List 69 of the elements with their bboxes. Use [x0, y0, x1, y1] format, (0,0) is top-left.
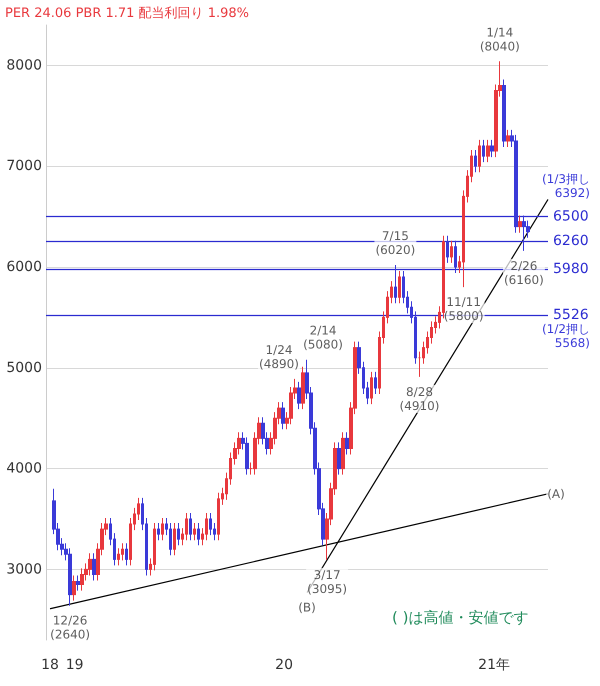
candlestick — [486, 139, 490, 163]
candlestick — [125, 542, 128, 566]
candlestick — [281, 402, 285, 430]
candlestick — [197, 522, 200, 546]
annotation: ( )は高値・安値です — [392, 608, 528, 626]
y-tick-label: 5000 — [6, 360, 42, 376]
annotation: 2/14 (5080) — [303, 324, 343, 352]
annotation: (A) — [547, 486, 565, 501]
candlestick — [189, 512, 192, 541]
candlestick — [502, 78, 506, 148]
annotation: (B) — [298, 600, 316, 615]
annotation: 11/11 (5800) — [444, 295, 484, 324]
candlestick — [297, 381, 301, 410]
x-tick-label: 21年 — [478, 657, 510, 673]
x-tick-label: 20 — [275, 657, 294, 673]
candlestick — [398, 270, 401, 304]
annotation: 1/14 (8040) — [480, 25, 520, 54]
annotation: 7/15 (6020) — [375, 228, 416, 257]
candlestick — [446, 235, 449, 264]
y-tick-label: 7000 — [6, 158, 42, 174]
candlestick — [506, 129, 510, 148]
candlestick — [80, 568, 84, 592]
candlestick — [345, 432, 349, 455]
chart-title: PER 24.06 PBR 1.71 配当利回り 1.98% — [5, 6, 249, 21]
y-tick-label: 3000 — [6, 561, 42, 578]
annotation: 8/28 (4910) — [400, 384, 440, 413]
ref-line-label: 5980 — [553, 260, 589, 277]
candlestick — [490, 139, 494, 158]
candlestick — [337, 442, 341, 476]
annotation: 1/24 (4890) — [259, 342, 299, 371]
x-tick-label: 19 — [66, 657, 84, 673]
candlestick — [450, 240, 453, 264]
candlestick — [394, 264, 397, 304]
y-tick-label: 6000 — [6, 258, 42, 275]
candlestick — [341, 432, 345, 476]
x-tick-label: 18 — [41, 657, 59, 673]
candlestick — [454, 240, 457, 274]
candlestick — [161, 518, 164, 541]
ref-line-label: 5526 — [553, 306, 589, 323]
candlestick — [374, 371, 377, 394]
candlestick — [76, 574, 80, 592]
annotation: 12/26 (2640) — [50, 614, 90, 642]
candlestick — [92, 552, 96, 582]
candlestick — [518, 215, 522, 234]
candlestick — [157, 522, 160, 541]
candlestick — [370, 371, 373, 405]
annotation: 2/26 (6160) — [504, 258, 544, 287]
candlestick — [478, 139, 481, 173]
candlestick — [193, 522, 196, 541]
candlestick — [177, 522, 180, 546]
ref-line-label: 6500 — [553, 208, 589, 225]
candlestick — [301, 366, 305, 410]
candlestick — [474, 150, 477, 173]
candlestick — [209, 512, 212, 536]
candlestick — [173, 522, 176, 556]
annotation: (1/3押し 6392) — [542, 172, 590, 200]
candlestick — [185, 512, 188, 541]
candlestick — [245, 436, 249, 476]
candlestick — [514, 134, 518, 234]
y-tick-label: 4000 — [6, 460, 42, 477]
candlestick — [217, 492, 220, 541]
candlestick — [482, 139, 485, 163]
candlestick — [522, 215, 526, 252]
candlestick — [205, 512, 208, 541]
annotation: 3/17 (3095) — [307, 568, 348, 596]
candlestick — [72, 574, 76, 602]
ref-line-label: 6260 — [553, 232, 589, 249]
annotation: (1/2押し 5568) — [542, 322, 590, 350]
y-tick-label: 8000 — [6, 57, 42, 74]
